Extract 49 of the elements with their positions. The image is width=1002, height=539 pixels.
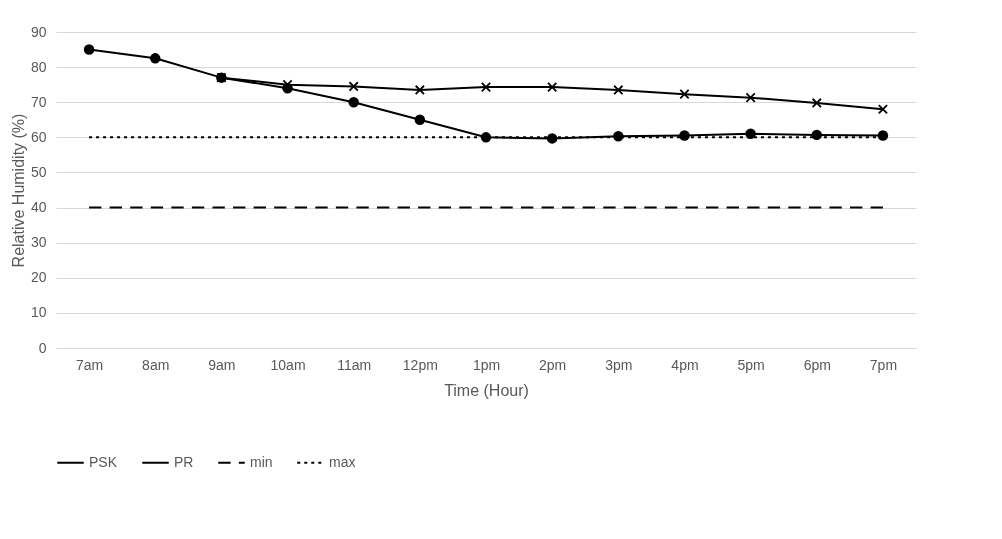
point: [613, 131, 624, 142]
legend-label: min: [250, 453, 273, 470]
point: [414, 114, 426, 126]
y-axis-title: Relative Humidity (%): [9, 113, 27, 268]
y-tick-label: 60: [30, 128, 47, 145]
y-tick-label: 40: [30, 199, 47, 216]
x-tick-label: 1pm: [472, 356, 501, 373]
point: [877, 130, 889, 141]
point: [679, 130, 690, 141]
point: [480, 82, 492, 93]
y-tick-label: 50: [30, 163, 47, 180]
x-tick-label: 6pm: [803, 356, 831, 373]
x-axis-title: Time (Hour): [444, 381, 529, 399]
point: [348, 81, 359, 92]
y-tick-label: 30: [30, 234, 47, 251]
point: [480, 132, 492, 143]
point: [83, 44, 95, 55]
point: [811, 129, 823, 141]
y-tick-label: 90: [30, 23, 47, 40]
point: [877, 104, 889, 115]
x-tick-label: 7am: [75, 356, 104, 373]
x-tick-label: 10am: [270, 356, 306, 373]
point: [811, 97, 822, 109]
x-tick-label: 8am: [142, 356, 170, 373]
y-tick-label: 70: [30, 93, 47, 110]
x-tick-label: 5pm: [737, 356, 765, 373]
x-tick-label: 3pm: [605, 356, 633, 373]
y-tick-label: 10: [30, 304, 47, 321]
point: [679, 89, 690, 100]
point: [546, 133, 558, 144]
point: [613, 84, 624, 96]
point: [149, 53, 161, 64]
y-tick-label: 80: [30, 58, 47, 75]
y-tick-label: 0: [38, 339, 47, 356]
x-tick-label: 2pm: [539, 356, 567, 373]
legend-label: PR: [174, 453, 194, 470]
point: [547, 82, 558, 93]
x-tick-label: 9am: [208, 356, 236, 373]
x-tick-label: 7pm: [869, 356, 898, 373]
x-tick-label: 11am: [337, 356, 372, 373]
x-tick-label: 4pm: [671, 356, 699, 373]
point: [745, 92, 756, 103]
point: [745, 128, 756, 140]
y-tick-label: 20: [30, 269, 47, 286]
legend-label: PSK: [89, 453, 118, 470]
point: [348, 96, 359, 108]
x-tick-label: 12pm: [402, 356, 438, 373]
point: [414, 84, 425, 96]
legend-label: max: [329, 453, 356, 470]
